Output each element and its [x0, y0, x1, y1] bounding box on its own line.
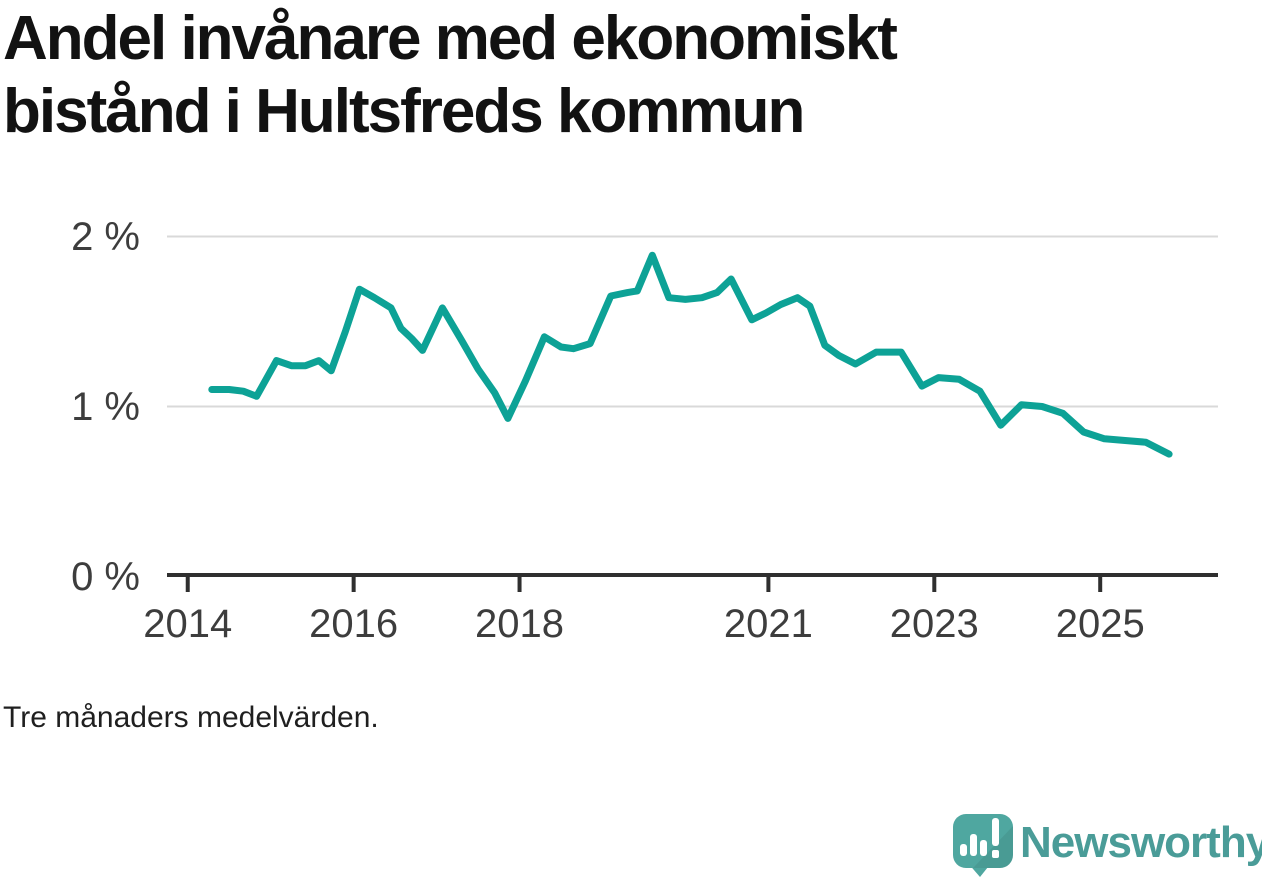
x-axis-label-2016: 2016 [309, 602, 399, 646]
chart-title: Andel invånare med ekonomiskt bistånd i … [3, 4, 898, 146]
newsworthy-logo: Newsworthy [947, 806, 1262, 878]
y-axis-label-1pct: 1 % [71, 384, 140, 429]
data-line [208, 251, 1173, 458]
x-axis-label-2018: 2018 [475, 602, 565, 646]
x-axis-label-2023: 2023 [889, 602, 979, 646]
y-axis-label-0pct: 0 % [71, 554, 140, 599]
x-axis-label-2021: 2021 [723, 602, 813, 646]
y-axis-label-2pct: 2 % [71, 214, 140, 259]
newsworthy-wordmark: Newsworthy [1020, 818, 1262, 867]
x-axis-label-2014: 2014 [143, 602, 233, 646]
x-axis-label-2025: 2025 [1055, 602, 1145, 646]
chart-footnote: Tre månaders medelvärden. [3, 701, 379, 734]
newsworthy-speech-bubble-chart-icon [953, 814, 1013, 877]
